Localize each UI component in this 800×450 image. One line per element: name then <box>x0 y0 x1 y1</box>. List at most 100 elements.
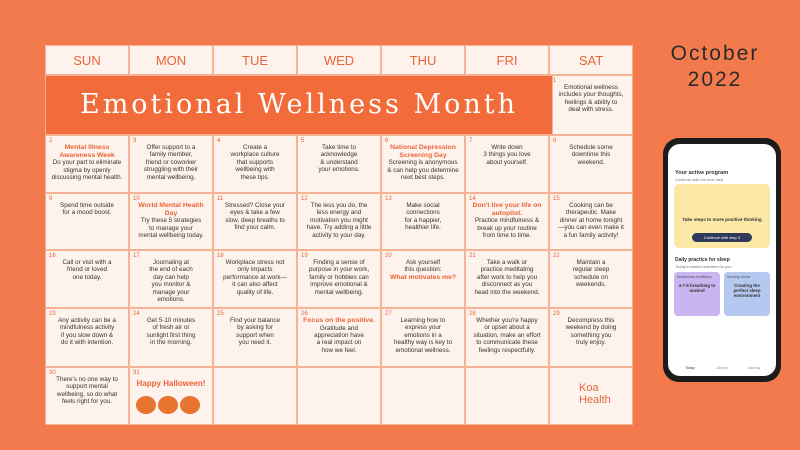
day-number: 8 <box>553 138 557 144</box>
text-line: truly enjoy. <box>576 339 606 347</box>
text-line: something you <box>570 331 612 339</box>
text-line: less energy and <box>316 209 362 217</box>
day-text: Schedule some downtime this weekend. <box>554 144 628 166</box>
text-line: Maintain a <box>576 259 606 266</box>
text-line: one today. <box>72 273 102 281</box>
text-line: support mental <box>66 383 108 391</box>
day-cell: 22 Maintain a regular sleep schedule on week… <box>549 250 633 308</box>
text-line: performance at work— <box>223 273 287 281</box>
text-line: Cooking can be <box>569 202 613 209</box>
day-text: Happy Halloween! <box>134 376 208 388</box>
day-cell: 8 Schedule some downtime this weekend. <box>549 135 633 193</box>
day-cell: 5 Take time to acknowledge & understand your… <box>297 135 381 193</box>
day-cell: 30 There's no one way to support mental wel… <box>45 367 129 425</box>
text-line: day can help <box>153 273 189 281</box>
text-line: emotions in a <box>404 331 442 339</box>
tab[interactable]: Today <box>685 366 695 370</box>
text-line: friend or coworker <box>145 158 197 166</box>
weekday: TUE <box>213 45 297 75</box>
text-line: Offer support to a <box>146 144 196 151</box>
text-line: Finding a sense of <box>313 259 365 266</box>
day-heading: Focus on the positive. <box>303 317 375 324</box>
day-number: 28 <box>469 311 476 317</box>
text-line: disconnect as you <box>481 281 533 289</box>
day-text: World Mental Health Day Try these 5 strat… <box>134 202 208 239</box>
day-number: 9 <box>49 196 53 202</box>
text-line: or upset about a <box>484 324 530 332</box>
practice-card[interactable]: Morning routine Creating the perfect slee… <box>724 272 770 316</box>
text-line: Decompress this <box>567 317 615 324</box>
day-number: 26 <box>301 311 308 317</box>
text-line: activity to your day. <box>312 231 366 239</box>
text-line: Ask yourself <box>405 259 441 266</box>
text-line: about yourself. <box>486 158 528 166</box>
day-cell: 11 Stressed? Close your eyes & take a few s… <box>213 193 297 250</box>
text-line: Call or visit with a <box>62 259 112 266</box>
day-text: Get 5-10 minutes of fresh air or sunlight … <box>134 317 208 347</box>
text-line: weekend. <box>577 158 605 166</box>
day-text: Ask yourself this question: What motivates… <box>386 259 460 281</box>
text-line: in the morning. <box>150 339 192 347</box>
text-line: purpose in your work, <box>308 266 370 274</box>
day-text: Workplace stress not only impacts performa… <box>218 259 292 296</box>
day-cell: 28 Whether you're happy or upset about a si… <box>465 308 549 367</box>
day-text: Spend time outside for a mood boost. <box>50 202 124 217</box>
text-line: struggling with their <box>143 166 199 174</box>
day-text: Any activity can be a mindfulness activit… <box>50 317 124 347</box>
text-line: healthy way is key to <box>393 339 453 347</box>
text-line: Any activity can be a <box>58 317 116 324</box>
day-cell: 16 Call or visit with a friend or loved one… <box>45 250 129 308</box>
day-cell: 9 Spend time outside for a mood boost. <box>45 193 129 250</box>
program-button[interactable]: Continue with step 3 <box>692 233 752 242</box>
text-line: Spend time outside <box>60 202 114 209</box>
year: 2022 <box>687 68 743 91</box>
tab[interactable]: Journey <box>747 366 761 370</box>
day-number: 18 <box>217 253 224 259</box>
text-line: that supports <box>236 158 274 166</box>
text-line: find your calm. <box>234 224 276 232</box>
day-text: The less you do, the less energy and motiv… <box>302 202 376 239</box>
day-cell: 17 Journaling at the end of each day can he… <box>129 250 213 308</box>
day-heading: Happy Halloween! <box>136 379 206 388</box>
text-line: regular sleep <box>572 266 610 274</box>
pumpkin <box>136 396 156 414</box>
text-line: Try these 5 strategies <box>140 217 202 225</box>
text-line: for a mood boost. <box>62 209 112 217</box>
text-line: discussing mental health. <box>51 174 123 181</box>
day-number: 31 <box>133 370 140 376</box>
text-line: family or hobbies can <box>309 273 369 281</box>
day-number: 10 <box>133 196 140 202</box>
text-line: if you slow down & <box>60 331 114 339</box>
text-line: Do your part to eliminate <box>52 159 122 167</box>
day-number: 4 <box>217 138 221 144</box>
day-text: Create a workplace culture that supports we… <box>218 144 292 181</box>
tab[interactable]: Library <box>716 366 728 370</box>
day-number: 24 <box>133 311 140 317</box>
day-highlight: What motivates me? <box>389 273 457 281</box>
text-line: it can also affect <box>232 281 278 289</box>
text-line: do it with intention. <box>60 339 114 347</box>
text-line: sunlight first thing <box>146 331 196 339</box>
text-line: the end of each <box>149 266 193 274</box>
text-line: connections <box>406 209 440 217</box>
text-line: weekend by doing <box>565 324 617 332</box>
day-text: National Depression Screening Day Screeni… <box>386 144 460 181</box>
text-line: feels right for you. <box>61 398 113 406</box>
day-cell: 4 Create a workplace culture that supports w… <box>213 135 297 193</box>
weekday: MON <box>129 45 213 75</box>
text-line: head into the weekend. <box>474 288 540 296</box>
practice-card[interactable]: Mindfulness meditation 4-7-8 breathing to… <box>674 272 720 316</box>
text-line: downtime this <box>571 151 611 159</box>
text-line: Write down <box>491 144 523 151</box>
card-title: Creating the perfect sleep environment <box>733 283 761 298</box>
card-tag: Mindfulness meditation <box>677 275 712 279</box>
day-number: 6 <box>385 138 389 144</box>
month: October <box>670 42 760 65</box>
text-line: includes your thoughts, <box>558 91 624 99</box>
text-line: these tips. <box>240 173 270 181</box>
day-heading: Mental Illness Awareness Week <box>59 144 115 159</box>
day-text: Find your balance by asking for support wh… <box>218 317 292 347</box>
text-line: improve emotional & <box>310 281 368 289</box>
text-line: your emotions. <box>318 166 360 174</box>
text-line: emotions. <box>157 296 185 304</box>
